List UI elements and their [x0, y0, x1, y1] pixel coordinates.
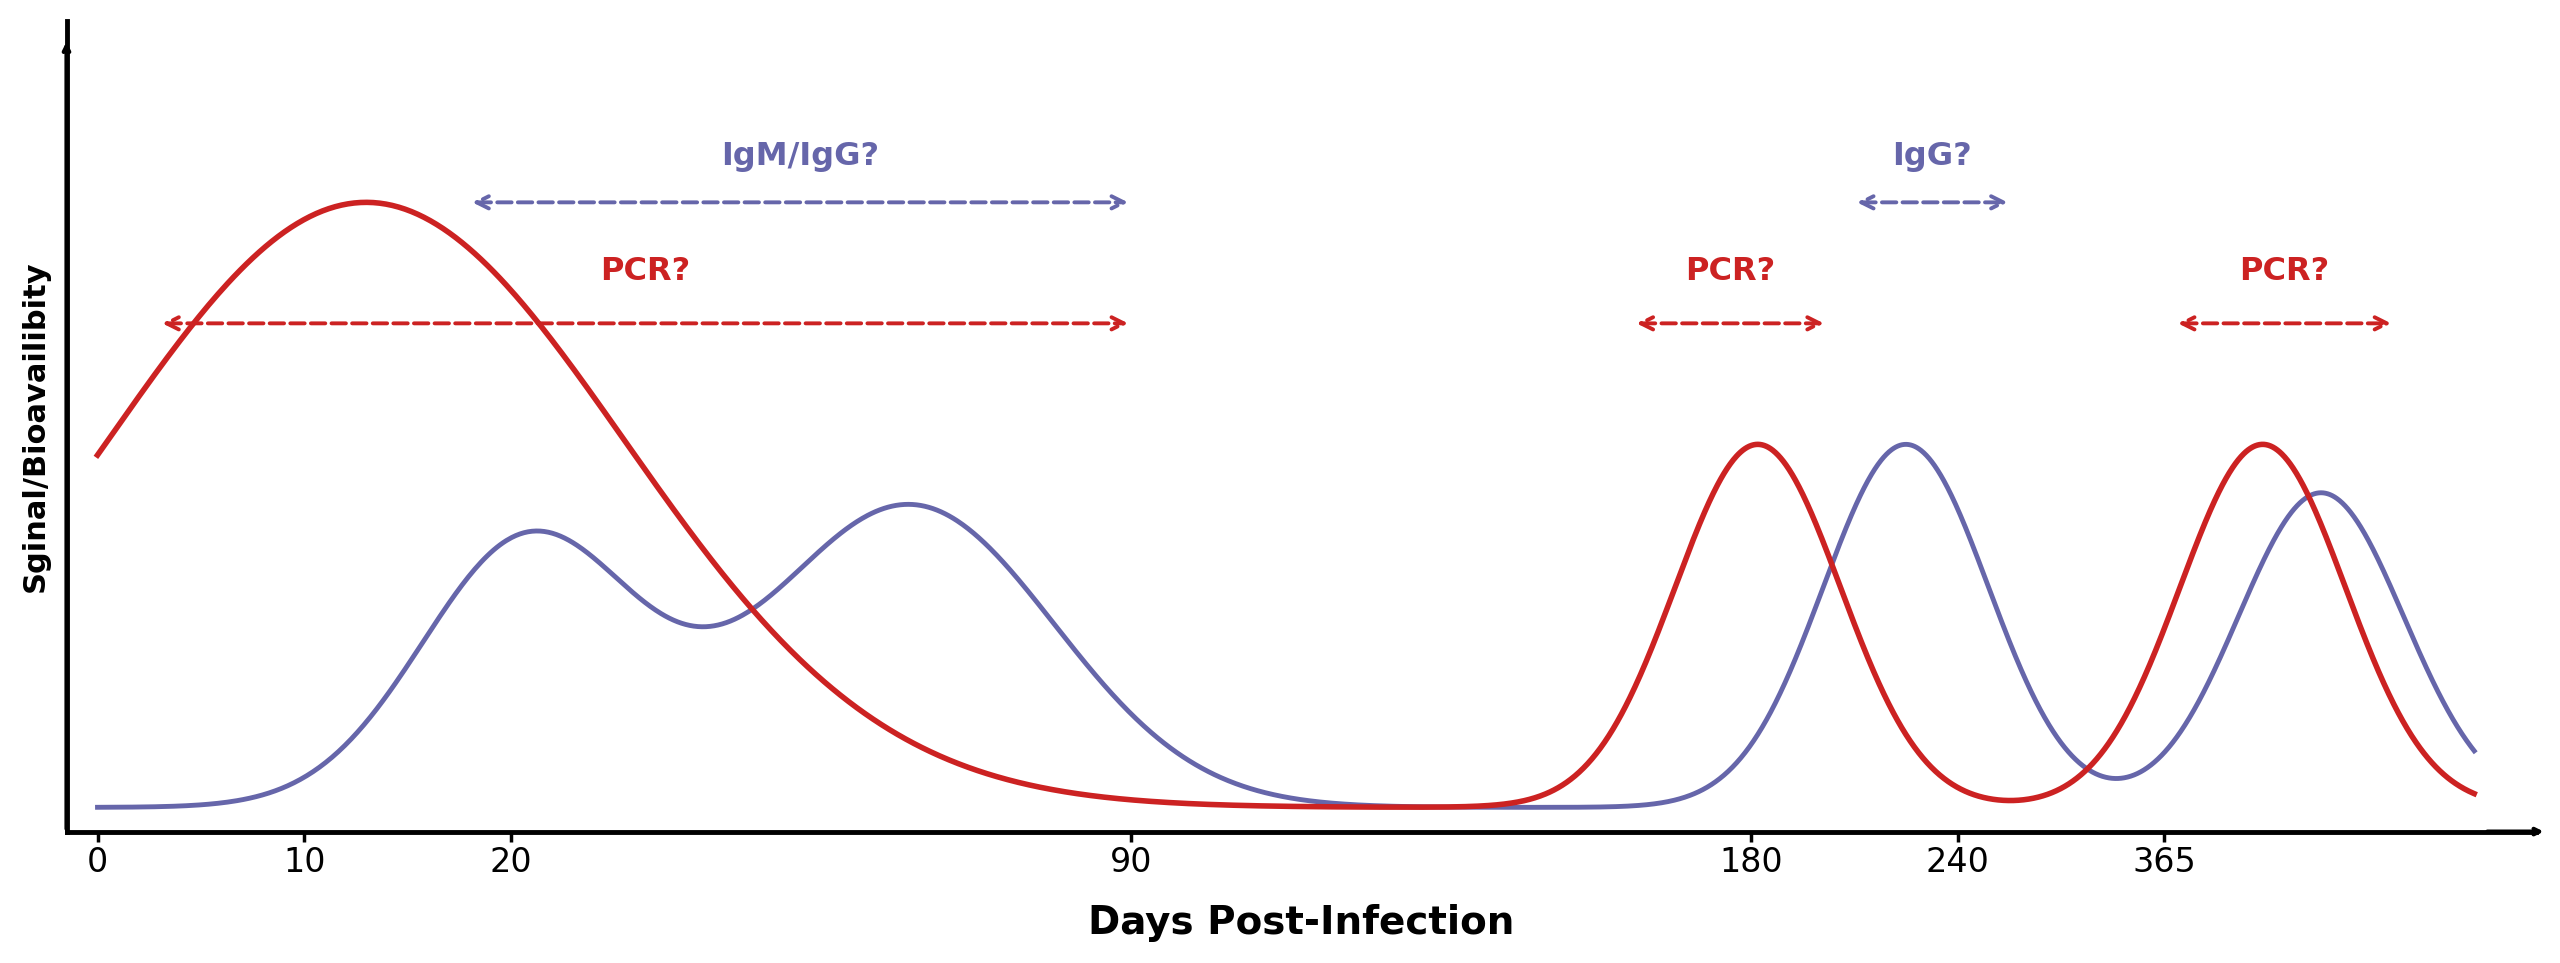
Text: PCR?: PCR? [599, 256, 691, 287]
Text: IgM/IgG?: IgM/IgG? [722, 142, 878, 172]
Text: PCR?: PCR? [1684, 256, 1774, 287]
Text: IgG?: IgG? [1892, 142, 1971, 172]
X-axis label: Days Post-Infection: Days Post-Infection [1088, 904, 1516, 942]
Y-axis label: Sginal/Bioavailibity: Sginal/Bioavailibity [20, 260, 49, 592]
Text: PCR?: PCR? [2240, 256, 2330, 287]
